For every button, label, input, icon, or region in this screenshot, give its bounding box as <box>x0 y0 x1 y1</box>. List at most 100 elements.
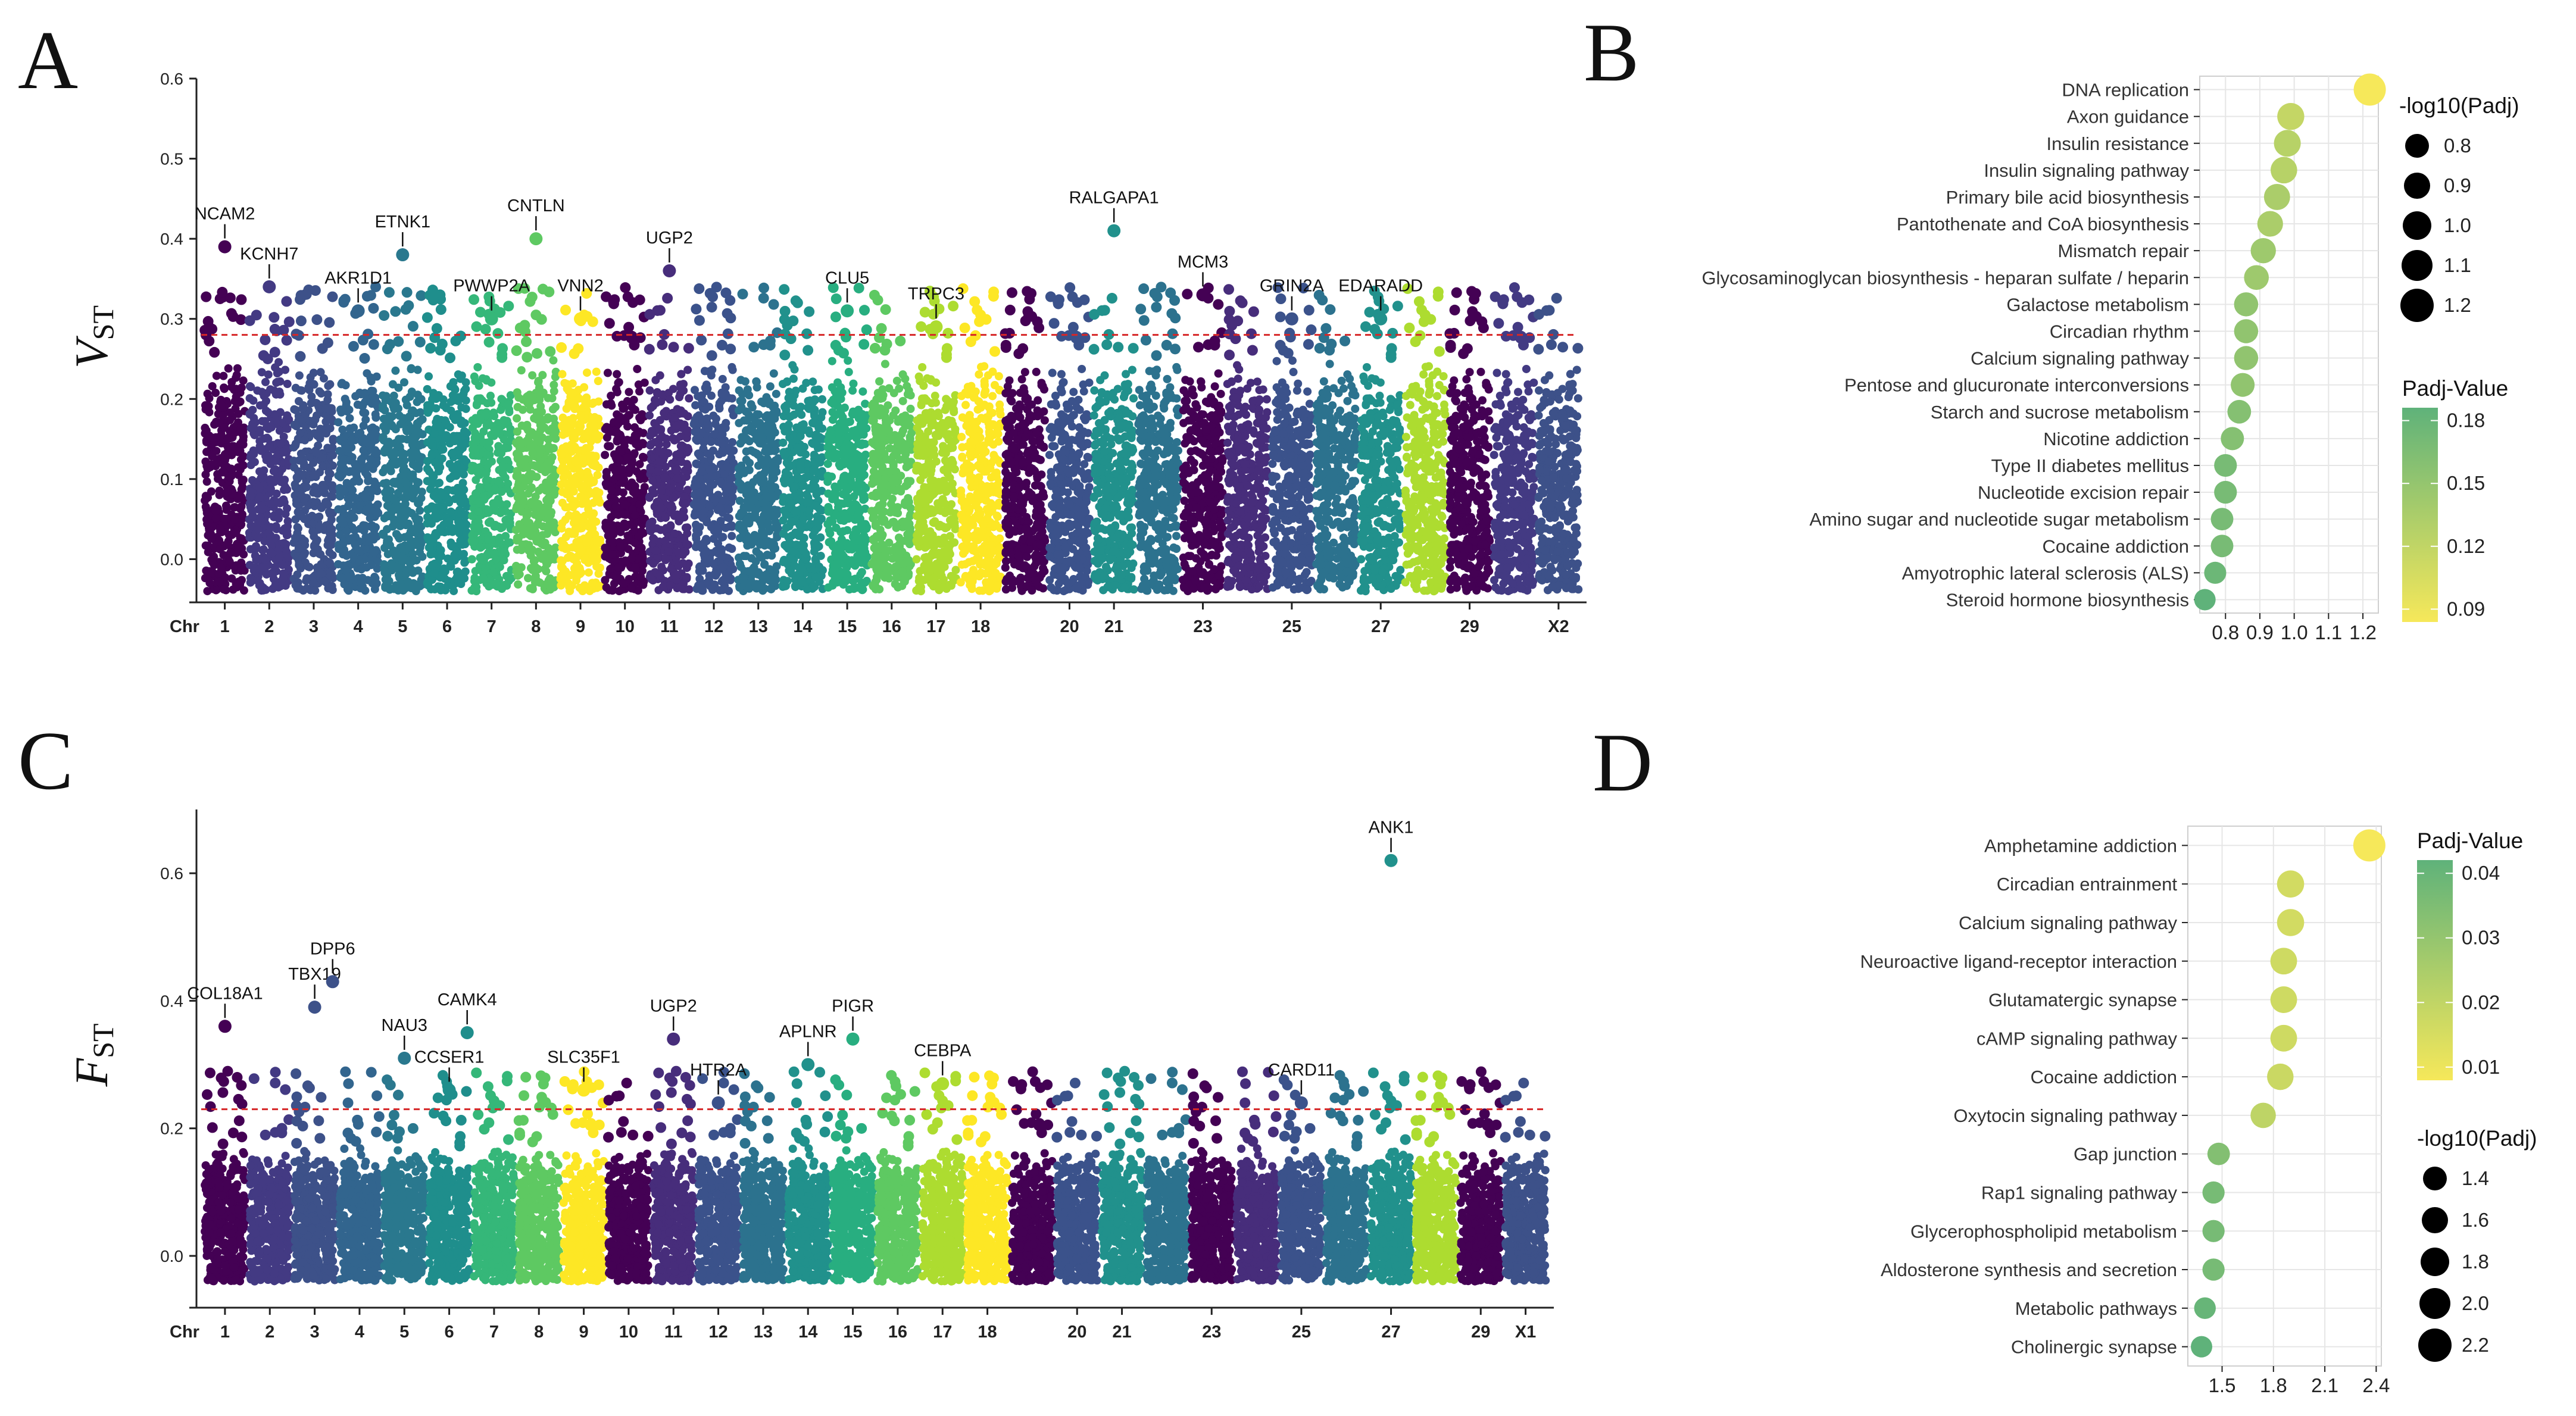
gene-point-ETNK1 <box>396 248 409 261</box>
x-tick-label: 1.1 <box>2315 621 2342 643</box>
svg-text:C: C <box>18 715 73 807</box>
term-label: Pantothenate and CoA biosynthesis <box>1897 214 2189 235</box>
y-axis-label: VST <box>65 305 120 368</box>
x-tick-label-chr-23: 23 <box>1202 1323 1221 1342</box>
x-tick-label-chr-14: 14 <box>793 617 812 636</box>
x-tick-label: 0.9 <box>2246 621 2274 643</box>
term-dot <box>2234 346 2259 370</box>
term-dot <box>2354 74 2386 106</box>
gene-label-APLNR: APLNR <box>779 1023 837 1042</box>
chromosome-23-points <box>1179 283 1227 595</box>
gene-point-CLU5 <box>841 304 854 317</box>
chromosome-10-points <box>601 282 650 595</box>
term-dot <box>2202 1220 2224 1242</box>
term-label: Glycerophospholipid metabolism <box>1910 1221 2177 1242</box>
term-label: Type II diabetes mellitus <box>1991 455 2189 476</box>
size-legend-dot <box>2405 134 2429 158</box>
size-legend-label: 0.8 <box>2444 135 2471 157</box>
color-legend-label: 0.12 <box>2447 535 2485 557</box>
term-label: Metabolic pathways <box>2015 1298 2177 1319</box>
plot-area <box>2200 76 2378 613</box>
gene-point-ANK1 <box>1385 854 1398 867</box>
term-label: DNA replication <box>2062 80 2189 101</box>
x-tick-label: 2.1 <box>2311 1374 2338 1396</box>
term-label: Amino sugar and nucleotide sugar metabol… <box>1809 509 2189 530</box>
x-tick-label-chr-15: 15 <box>843 1323 862 1342</box>
x-tick-label-chr-18: 18 <box>971 617 990 636</box>
term-label: Calcium signaling pathway <box>1971 348 2190 369</box>
gene-label-VNN2: VNN2 <box>557 277 603 296</box>
term-dot <box>2191 1336 2212 1358</box>
size-legend-dot <box>2423 1167 2447 1190</box>
term-dot <box>2211 534 2234 557</box>
gene-label-KCNH7: KCNH7 <box>240 245 298 264</box>
gene-label-ETNK1: ETNK1 <box>375 212 430 232</box>
gene-label-RALGAPA1: RALGAPA1 <box>1069 189 1159 208</box>
chromosome-22-points <box>1134 282 1182 595</box>
chromosome-3-points <box>290 285 338 595</box>
term-dot <box>2204 562 2226 584</box>
gene-point-NCAM2 <box>218 240 232 254</box>
term-label: Calcium signaling pathway <box>1959 912 2178 933</box>
chromosome-11-points <box>644 293 694 594</box>
chromosome-25-points <box>1268 282 1316 594</box>
chromosome-27-points <box>1357 286 1405 595</box>
color-legend-label: 0.18 <box>2447 410 2485 432</box>
y-tick-label: 0.6 <box>160 864 183 883</box>
chromosome-15-points <box>823 282 872 594</box>
x-tick-label-chr-10: 10 <box>616 617 635 636</box>
size-legend-dot <box>2418 1329 2452 1362</box>
chromosome-19-points <box>1008 1067 1057 1286</box>
x-tick-label-chr-8: 8 <box>531 617 541 636</box>
gene-label-CARD11: CARD11 <box>1268 1061 1335 1080</box>
y-tick-label: 0.4 <box>160 992 183 1010</box>
x-tick-label-chr-16: 16 <box>882 617 901 636</box>
size-legend-dot <box>2400 289 2434 322</box>
term-label: Rap1 signaling pathway <box>1981 1182 2178 1203</box>
term-dot <box>2207 1143 2230 1165</box>
x-tick-label-chr-X2: X2 <box>1548 617 1569 636</box>
x-tick-label-chr-1: 1 <box>220 1323 230 1342</box>
y-tick-label: 0.3 <box>160 310 183 329</box>
term-label: cAMP signaling pathway <box>1977 1028 2178 1049</box>
chromosome-15-points <box>829 1074 877 1284</box>
plot-area <box>2188 826 2381 1366</box>
term-dot <box>2271 1025 2297 1052</box>
y-tick-label: 0.0 <box>160 1247 183 1265</box>
x-tick-label-chr-5: 5 <box>398 617 407 636</box>
gene-label-EDARADD: EDARADD <box>1338 277 1423 296</box>
x-tick-label-chr-1: 1 <box>220 617 230 636</box>
x-tick-label-chr-14: 14 <box>798 1323 817 1342</box>
gene-point-EDARADD <box>1374 312 1387 326</box>
chromosome-2-points <box>245 296 295 595</box>
term-dot <box>2353 829 2385 861</box>
term-label: Neuroactive ligand-receptor interaction <box>1860 951 2177 972</box>
x-tick-label-chr-23: 23 <box>1193 617 1212 636</box>
x-tick-label-chr-15: 15 <box>838 617 857 636</box>
size-legend-label: 0.9 <box>2444 174 2471 196</box>
x-tick-label-chr-18: 18 <box>978 1323 997 1342</box>
x-tick-label-chr-13: 13 <box>754 1323 773 1342</box>
x-tick-label-chr-3: 3 <box>309 617 319 636</box>
x-tick-label-chr-29: 29 <box>1460 617 1479 636</box>
svg-text:B: B <box>1584 7 1639 99</box>
chromosome-3-points <box>291 1068 339 1284</box>
chromosome-X1-points <box>1490 282 1539 595</box>
term-dot <box>2194 589 2216 610</box>
x-tick-label-chr-9: 9 <box>576 617 585 636</box>
term-dot <box>2277 909 2305 936</box>
x-tick-label-chr-25: 25 <box>1282 617 1301 636</box>
x-tick-label: 1.5 <box>2209 1374 2236 1396</box>
size-legend-label: 1.4 <box>2462 1167 2489 1189</box>
y-tick-label: 0.2 <box>160 1120 183 1138</box>
term-label: Circadian entrainment <box>1997 874 2178 895</box>
x-axis-prefix: Chr <box>170 617 199 636</box>
chromosome-27-points <box>1367 1067 1415 1285</box>
gene-point-APLNR <box>801 1058 814 1071</box>
x-tick-label-chr-2: 2 <box>265 1323 274 1342</box>
term-dot <box>2214 481 2237 504</box>
gene-label-CAMK4: CAMK4 <box>438 990 497 1009</box>
gene-point-TBX19 <box>308 1001 321 1014</box>
chromosome-26-points <box>1322 1070 1370 1286</box>
